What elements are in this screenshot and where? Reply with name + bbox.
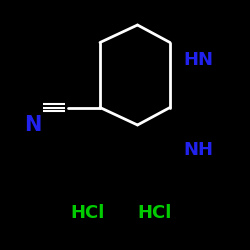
- Text: HCl: HCl: [70, 204, 105, 222]
- Text: HN: HN: [184, 51, 214, 69]
- Text: NH: NH: [184, 141, 214, 159]
- Text: HCl: HCl: [138, 204, 172, 222]
- Text: N: N: [24, 115, 41, 135]
